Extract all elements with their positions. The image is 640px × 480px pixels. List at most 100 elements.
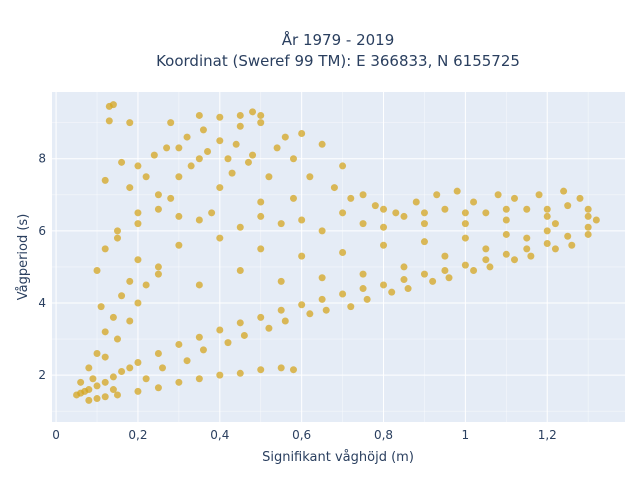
scatter-point [380, 223, 388, 231]
scatter-point [77, 378, 85, 386]
scatter-point [543, 205, 551, 213]
scatter-point [134, 358, 142, 366]
scatter-point [175, 241, 183, 249]
scatter-point [134, 220, 142, 228]
x-tick-label: 1 [462, 428, 470, 442]
scatter-point [388, 288, 396, 296]
scatter-point [400, 263, 408, 271]
scatter-point [113, 234, 121, 242]
scatter-point [380, 281, 388, 289]
scatter-point [502, 230, 510, 238]
scatter-point [93, 267, 101, 275]
scatter-point [154, 384, 162, 392]
scatter-point [236, 122, 244, 130]
y-tick-label: 6 [38, 224, 46, 238]
scatter-point [298, 301, 306, 309]
scatter-point [134, 387, 142, 395]
scatter-point [339, 162, 347, 170]
scatter-point [142, 375, 150, 383]
scatter-point [461, 234, 469, 242]
scatter-point [240, 331, 248, 339]
chart-title-line1: År 1979 - 2019 [282, 30, 395, 49]
scatter-point [257, 111, 265, 119]
scatter-point [298, 129, 306, 137]
scatter-point [564, 202, 572, 210]
x-tick-labels: 0 0,2 0,4 0,6 0,8 1 1,2 [52, 428, 557, 442]
scatter-point [420, 270, 428, 278]
scatter-point [134, 299, 142, 307]
scatter-point [154, 191, 162, 199]
scatter-point [257, 366, 265, 374]
scatter-point [543, 227, 551, 235]
scatter-point [126, 277, 134, 285]
scatter-point [281, 133, 289, 141]
scatter-point [167, 194, 175, 202]
scatter-point [101, 353, 109, 361]
scatter-point [494, 191, 502, 199]
scatter-point [101, 393, 109, 401]
scatter-point [289, 155, 297, 163]
scatter-point [154, 205, 162, 213]
chart-title-line2: Koordinat (Sweref 99 TM): E 366833, N 61… [156, 52, 520, 70]
scatter-point [93, 395, 101, 403]
scatter-point [510, 194, 518, 202]
scatter-point [400, 276, 408, 284]
scatter-point [113, 227, 121, 235]
scatter-point [404, 285, 412, 293]
scatter-point [420, 220, 428, 228]
scatter-point [380, 205, 388, 213]
x-tick-label: 0 [52, 428, 60, 442]
scatter-point [470, 267, 478, 275]
scatter-point [592, 216, 600, 224]
scatter-point [175, 212, 183, 220]
scatter-point [126, 364, 134, 372]
scatter-point [109, 386, 117, 394]
scatter-point [322, 306, 330, 314]
scatter-point [85, 396, 93, 404]
scatter-point [199, 346, 207, 354]
scatter-point [85, 364, 93, 372]
scatter-point [298, 252, 306, 260]
scatter-point [113, 335, 121, 343]
scatter-point [175, 173, 183, 181]
scatter-point [564, 232, 572, 240]
scatter-point [543, 239, 551, 247]
scatter-point [236, 369, 244, 377]
scatter-point [412, 198, 420, 206]
scatter-point [134, 162, 142, 170]
x-axis-title: Signifikant våghöjd (m) [262, 450, 414, 465]
scatter-point [584, 212, 592, 220]
scatter-point [584, 223, 592, 231]
scatter-point [216, 371, 224, 379]
scatter-point [306, 310, 314, 318]
scatter-point [281, 317, 289, 325]
scatter-point [105, 117, 113, 125]
scatter-point [306, 173, 314, 181]
scatter-point [461, 220, 469, 228]
y-axis-title: Vågperiod (s) [16, 214, 31, 301]
scatter-point [400, 212, 408, 220]
x-tick-label: 0,8 [374, 428, 393, 442]
scatter-point [244, 158, 252, 166]
scatter-point [289, 366, 297, 374]
scatter-point [101, 328, 109, 336]
scatter-point [584, 205, 592, 213]
scatter-point [257, 313, 265, 321]
scatter-point [187, 162, 195, 170]
scatter-point [543, 212, 551, 220]
scatter-point [470, 198, 478, 206]
scatter-point [195, 375, 203, 383]
scatter-point [298, 216, 306, 224]
scatter-point [363, 295, 371, 303]
scatter-point [461, 261, 469, 269]
scatter-point [216, 137, 224, 145]
scatter-point [85, 386, 93, 394]
scatter-point [175, 378, 183, 386]
scatter-point [175, 340, 183, 348]
scatter-point [224, 155, 232, 163]
x-tick-label: 0,4 [210, 428, 229, 442]
scatter-point [359, 191, 367, 199]
scatter-point [163, 144, 171, 152]
scatter-point [453, 187, 461, 195]
